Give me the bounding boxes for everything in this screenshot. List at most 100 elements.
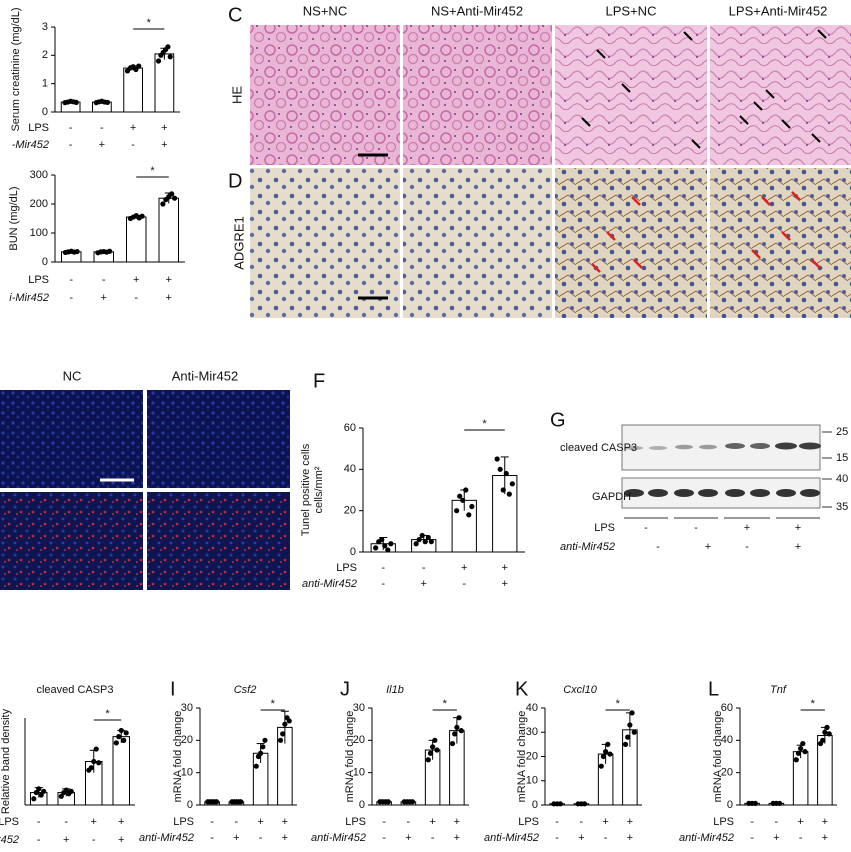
row-sign: + bbox=[166, 274, 172, 286]
data-point bbox=[820, 737, 826, 743]
row-sign: + bbox=[773, 832, 779, 844]
row-sign: + bbox=[454, 832, 460, 844]
row-sign: + bbox=[421, 578, 427, 590]
column-title: NC bbox=[63, 368, 82, 383]
row-label: anti-Mir452 bbox=[302, 578, 357, 590]
micrograph bbox=[710, 25, 851, 165]
micrograph bbox=[147, 390, 290, 488]
data-point bbox=[463, 487, 469, 493]
y-tick-label: 60 bbox=[344, 422, 356, 434]
data-point bbox=[497, 466, 503, 472]
row-sign: + bbox=[797, 816, 803, 828]
row-sign: + bbox=[118, 834, 124, 846]
chart-title: Il1b bbox=[386, 684, 404, 696]
y-tick-label: 0 bbox=[359, 799, 365, 811]
data-point bbox=[629, 710, 635, 716]
marker-label: 15 bbox=[836, 452, 848, 464]
data-point bbox=[627, 722, 633, 728]
y-tick-label: 30 bbox=[526, 726, 538, 738]
data-point bbox=[428, 539, 434, 545]
y-tick-label: 20 bbox=[353, 734, 365, 746]
row-label: LPS bbox=[173, 816, 194, 828]
row-sign: - bbox=[775, 816, 779, 828]
data-point bbox=[434, 747, 440, 753]
data-point bbox=[824, 724, 830, 731]
row-label: anti-Mir452 bbox=[139, 832, 194, 844]
data-point bbox=[262, 737, 268, 743]
panel-letter: I bbox=[170, 678, 176, 700]
panel-letter: F bbox=[313, 370, 325, 392]
y-tick-label: 20 bbox=[526, 750, 538, 762]
y-tick-label: 0 bbox=[350, 546, 356, 558]
row-sign: + bbox=[822, 816, 828, 828]
row-sign: + bbox=[63, 834, 69, 846]
chart-title: Tnf bbox=[770, 684, 787, 696]
data-point bbox=[385, 799, 391, 805]
data-point bbox=[460, 497, 466, 503]
data-point bbox=[172, 195, 178, 201]
row-sign: + bbox=[795, 522, 801, 534]
y-tick-label: 20 bbox=[181, 734, 193, 746]
row-sign: + bbox=[602, 816, 608, 828]
data-point bbox=[494, 456, 500, 462]
data-point bbox=[139, 213, 145, 219]
significance-label: * bbox=[147, 17, 152, 29]
micrograph bbox=[250, 168, 400, 318]
data-point bbox=[58, 793, 64, 799]
data-point bbox=[456, 715, 462, 721]
row-sign: + bbox=[627, 816, 633, 828]
data-point bbox=[432, 737, 438, 743]
micrograph bbox=[0, 492, 143, 590]
row-label: Mir452 bbox=[0, 834, 19, 846]
row-sign: - bbox=[462, 578, 466, 590]
y-tick-label: 100 bbox=[30, 227, 48, 239]
data-point bbox=[598, 763, 604, 769]
row-sign: - bbox=[381, 562, 385, 574]
row-sign: - bbox=[799, 832, 803, 844]
row-sign: - bbox=[259, 832, 263, 844]
row-label: LPS bbox=[336, 562, 357, 574]
data-point bbox=[118, 727, 124, 734]
micrograph bbox=[147, 492, 290, 590]
row-sign: + bbox=[744, 522, 750, 534]
row-title: HE bbox=[229, 86, 244, 104]
micrograph bbox=[555, 168, 707, 318]
data-point bbox=[506, 491, 512, 497]
significance-label: * bbox=[616, 698, 621, 710]
y-tick-label: 0 bbox=[532, 799, 538, 811]
micrograph bbox=[403, 168, 552, 318]
panel-letter: K bbox=[515, 678, 529, 700]
marker-label: 35 bbox=[836, 501, 848, 513]
row-sign: + bbox=[101, 292, 107, 304]
bar bbox=[112, 736, 130, 806]
row-sign: - bbox=[69, 292, 73, 304]
row-sign: + bbox=[502, 578, 508, 590]
row-sign: - bbox=[100, 122, 104, 134]
column-title: LPS+Anti-Mir452 bbox=[729, 3, 828, 18]
row-sign: - bbox=[235, 816, 239, 828]
y-tick-label: 30 bbox=[353, 702, 365, 714]
row-sign: - bbox=[750, 816, 754, 828]
row-sign: + bbox=[461, 562, 467, 574]
data-point bbox=[605, 741, 611, 747]
row-sign: - bbox=[656, 541, 660, 553]
data-point bbox=[457, 493, 463, 499]
data-point bbox=[213, 799, 220, 805]
arrows bbox=[581, 29, 827, 149]
panel-letter: C bbox=[228, 4, 242, 26]
row-sign: + bbox=[99, 139, 105, 151]
data-point bbox=[822, 729, 828, 735]
data-point bbox=[38, 792, 44, 798]
significance-label: * bbox=[150, 165, 155, 177]
row-sign: - bbox=[422, 562, 426, 574]
data-point bbox=[752, 800, 758, 806]
data-point bbox=[625, 734, 631, 740]
row-label: -Mir452 bbox=[12, 139, 49, 151]
y-tick-label: 40 bbox=[344, 463, 356, 475]
y-tick-label: 0 bbox=[187, 799, 193, 811]
y-tick-label: 0 bbox=[42, 106, 48, 118]
data-point bbox=[373, 545, 379, 551]
row-sign: + bbox=[161, 122, 167, 134]
row-sign: - bbox=[604, 832, 608, 844]
